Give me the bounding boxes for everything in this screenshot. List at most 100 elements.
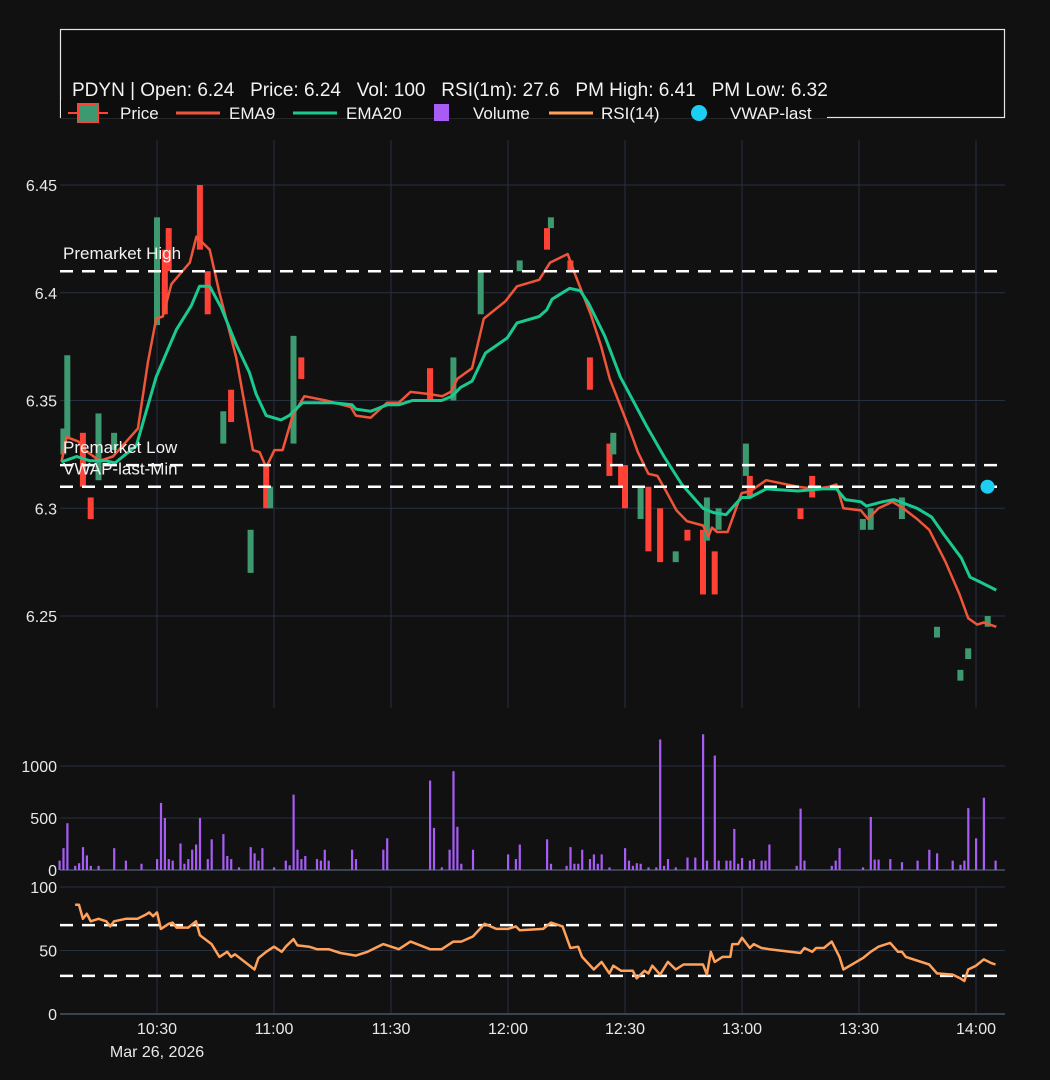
candle-up <box>290 335 297 444</box>
candle-up <box>715 508 722 530</box>
legend-item-volume[interactable]: Volume <box>434 104 530 123</box>
volume-bar <box>760 860 763 870</box>
volume-bar <box>386 838 389 870</box>
volume-bar <box>163 818 166 870</box>
ema20-line <box>60 284 997 592</box>
volume-bar <box>994 860 997 870</box>
volume-bar <box>666 859 670 870</box>
candle-up <box>547 217 554 229</box>
candle-up <box>247 529 254 573</box>
volume-bar <box>315 859 319 870</box>
volume-bar <box>639 863 642 870</box>
candle-down <box>684 529 691 541</box>
candle-up <box>957 669 964 681</box>
candle-down <box>196 185 203 250</box>
volume-bar <box>982 797 985 870</box>
legend-label: Volume <box>473 104 530 123</box>
volume-bar <box>159 802 163 870</box>
volume-bar <box>764 860 767 870</box>
volume-bar <box>737 863 740 870</box>
vwap-last-marker <box>980 479 995 494</box>
volume-bar <box>507 854 510 870</box>
volume-bar <box>183 863 186 870</box>
x-tick-label: 13:30 <box>839 1021 879 1038</box>
legend-item-rsi14[interactable]: RSI(14) <box>549 104 660 123</box>
volume-bar <box>456 826 459 870</box>
legend-item-ema9[interactable]: EMA9 <box>176 104 275 123</box>
volume-bar <box>514 859 517 870</box>
candle-down <box>161 249 168 315</box>
x-tick-label: 13:00 <box>722 1021 762 1038</box>
candle-up <box>859 519 866 530</box>
candle-down <box>657 508 664 563</box>
legend-item-price[interactable]: Price <box>68 103 159 123</box>
rsi-line <box>75 903 996 983</box>
volume-bar <box>565 865 568 870</box>
volume-tick-label: 500 <box>30 811 57 828</box>
volume-bar <box>167 859 170 870</box>
square-icon <box>434 104 449 121</box>
candle-down <box>797 508 804 520</box>
volume-bar <box>694 857 697 870</box>
candle-up <box>111 432 118 451</box>
candle-up <box>672 551 679 563</box>
volume-bar <box>323 849 326 870</box>
price-tick-label: 6.35 <box>26 394 57 411</box>
volume-bar <box>663 865 666 870</box>
volume-bar <box>725 860 728 870</box>
candle-up <box>984 616 991 627</box>
volume-bar <box>624 848 627 870</box>
volume-bar <box>273 867 276 870</box>
volume-bar <box>748 860 751 870</box>
volume-bar <box>195 844 198 870</box>
volume-bar <box>460 863 463 870</box>
candle-down <box>427 368 433 401</box>
volume-bar <box>795 865 798 870</box>
volume-bar <box>253 853 256 870</box>
volume-bar <box>191 849 194 870</box>
legend-item-vwaplast[interactable]: VWAP-last <box>691 104 812 123</box>
candle-up <box>516 260 523 272</box>
rsi-panel <box>60 903 997 983</box>
volume-tick-label: 1000 <box>21 759 57 776</box>
x-tick-label: 11:00 <box>255 1021 294 1038</box>
volume-bar <box>975 838 978 870</box>
volume-bar <box>222 834 225 870</box>
header-summary: PDYN | Open: 6.24 Price: 6.24 Vol: 100 R… <box>72 80 828 101</box>
date-label: Mar 26, 2026 <box>110 1044 204 1061</box>
volume-bar <box>655 867 658 870</box>
volume-bar <box>171 860 174 870</box>
legend-label: EMA9 <box>229 104 275 123</box>
volume-bar <box>729 860 732 870</box>
candle-down <box>618 465 625 487</box>
volume-bar <box>581 849 584 870</box>
volume-bar <box>647 867 650 870</box>
hline-label: Premarket Low <box>63 438 178 457</box>
volume-panel <box>58 734 997 870</box>
volume-bar <box>304 855 307 870</box>
volume-bar <box>702 734 705 870</box>
candle-down <box>165 228 172 272</box>
volume-bar <box>206 859 209 870</box>
candle-up <box>934 626 940 638</box>
volume-bar <box>799 808 802 870</box>
volume-bar <box>78 863 81 870</box>
x-tick-label: 12:30 <box>605 1021 645 1038</box>
volume-bar <box>471 849 475 870</box>
volume-bar <box>768 844 771 870</box>
volume-bar <box>608 867 611 870</box>
legend-label: Price <box>120 104 159 123</box>
volume-bar <box>85 855 88 870</box>
price-panel: Premarket High Premarket Low VWAP-last-Min <box>60 185 997 681</box>
candle-down <box>298 357 305 379</box>
x-tick-label: 11:30 <box>372 1021 411 1038</box>
volume-bar <box>140 863 143 870</box>
candle-down <box>228 389 235 423</box>
legend-label: EMA20 <box>346 104 402 123</box>
volume-bar <box>58 860 61 870</box>
legend-item-ema20[interactable]: EMA20 <box>293 104 402 123</box>
candle-up <box>867 508 874 530</box>
volume-bar <box>838 848 841 870</box>
volume-bar <box>733 828 736 870</box>
